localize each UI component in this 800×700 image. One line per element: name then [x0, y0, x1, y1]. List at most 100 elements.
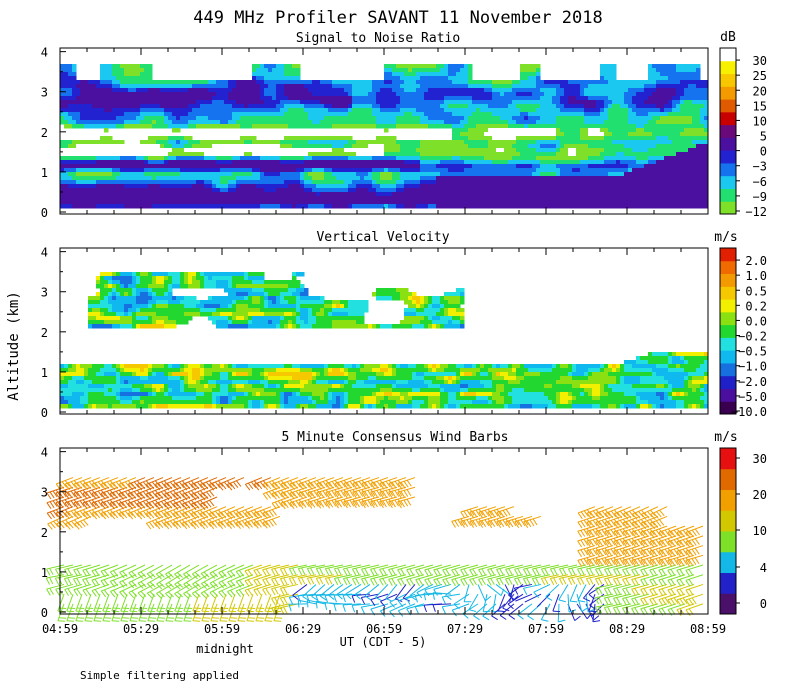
snr-cell: [528, 192, 533, 197]
snr-cell: [384, 192, 389, 197]
snr-cell: [660, 180, 665, 185]
snr-cell: [528, 172, 533, 177]
snr-cell: [680, 128, 685, 133]
snr-cell: [664, 96, 669, 101]
snr-cell: [328, 192, 333, 197]
snr-cell: [644, 144, 649, 149]
snr-cell: [116, 72, 121, 77]
snr-cell: [136, 152, 141, 157]
snr-cell: [588, 112, 593, 117]
snr-cell: [584, 92, 589, 97]
snr-cell: [404, 80, 409, 85]
snr-cell: [256, 100, 261, 105]
snr-cell: [256, 176, 261, 181]
snr-cell: [152, 176, 157, 181]
snr-cell: [424, 92, 429, 97]
snr-cell: [456, 152, 461, 157]
snr-cell: [132, 124, 137, 129]
snr-cell: [456, 172, 461, 177]
snr-cell: [648, 80, 653, 85]
snr-cell: [112, 204, 117, 209]
snr-cell: [340, 144, 345, 149]
snr-cell: [612, 128, 617, 133]
snr-cell: [288, 160, 293, 165]
snr-cell: [476, 120, 481, 125]
snr-cell: [392, 64, 397, 69]
snr-cell: [416, 140, 421, 145]
snr-cell: [200, 140, 205, 145]
snr-cell: [676, 156, 681, 161]
snr-cell: [252, 168, 257, 173]
snr-cell: [68, 184, 73, 189]
snr-cell: [500, 112, 505, 117]
snr-cell: [328, 116, 333, 121]
snr-cell: [200, 192, 205, 197]
snr-cell: [424, 152, 429, 157]
snr-cell: [288, 180, 293, 185]
snr-cell: [280, 120, 285, 125]
snr-cell: [180, 176, 185, 181]
snr-cell: [224, 96, 229, 101]
snr-cell: [600, 64, 605, 69]
snr-cell: [124, 152, 129, 157]
snr-cell: [244, 124, 249, 129]
snr-cell: [648, 156, 653, 161]
snr-cell: [240, 80, 245, 85]
snr-cell: [76, 88, 81, 93]
snr-cell: [332, 200, 337, 205]
snr-cell: [68, 112, 73, 117]
snr-cell: [64, 68, 69, 73]
snr-cell: [208, 80, 213, 85]
snr-cell: [468, 148, 473, 153]
snr-cell: [340, 84, 345, 89]
snr-cell: [640, 80, 645, 85]
snr-cell: [396, 180, 401, 185]
snr-cell: [392, 104, 397, 109]
snr-cell: [496, 104, 501, 109]
snr-cell: [128, 176, 133, 181]
snr-cell: [548, 140, 553, 145]
snr-cell: [624, 116, 629, 121]
snr-cell: [252, 100, 257, 105]
snr-cell: [612, 120, 617, 125]
snr-cell: [192, 108, 197, 113]
snr-cell: [360, 188, 365, 193]
snr-cell: [152, 92, 157, 97]
snr-cell: [500, 136, 505, 141]
snr-cell: [344, 120, 349, 125]
snr-cell: [112, 180, 117, 185]
snr-cell: [384, 136, 389, 141]
snr-cell: [156, 196, 161, 201]
snr-cell: [320, 100, 325, 105]
snr-cell: [300, 152, 305, 157]
snr-cell: [628, 120, 633, 125]
snr-cell: [84, 140, 89, 145]
snr-cell: [660, 184, 665, 189]
snr-cell: [84, 152, 89, 157]
snr-cell: [260, 156, 265, 161]
snr-cell: [660, 136, 665, 141]
snr-cell: [460, 148, 465, 153]
snr-cell: [292, 140, 297, 145]
snr-cell: [420, 180, 425, 185]
snr-cell: [380, 124, 385, 129]
snr-cell: [592, 136, 597, 141]
snr-cell: [272, 172, 277, 177]
snr-cell: [676, 164, 681, 169]
snr-cell: [380, 152, 385, 157]
snr-cell: [396, 200, 401, 205]
snr-cell: [440, 168, 445, 173]
snr-cell: [184, 196, 189, 201]
snr-cell: [412, 188, 417, 193]
snr-cell: [328, 188, 333, 193]
snr-cell: [476, 204, 481, 209]
snr-cell: [608, 160, 613, 165]
snr-cell: [460, 204, 465, 209]
snr-cell: [508, 132, 513, 137]
snr-cell: [484, 168, 489, 173]
snr-cell: [548, 180, 553, 185]
snr-cell: [372, 120, 377, 125]
snr-cell: [72, 184, 77, 189]
snr-cell: [380, 184, 385, 189]
snr-cell: [672, 104, 677, 109]
